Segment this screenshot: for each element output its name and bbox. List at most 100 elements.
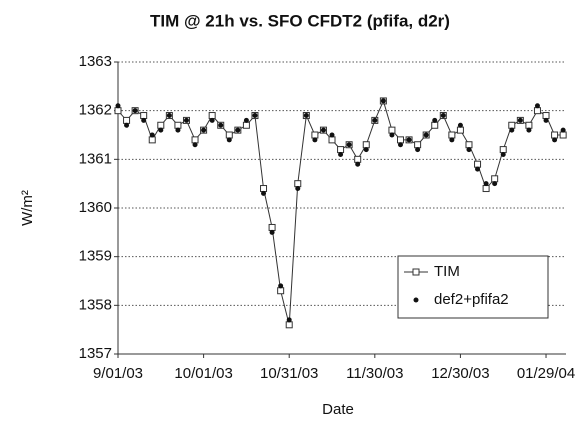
x-tick-label: 9/01/03 (93, 365, 143, 382)
point (243, 117, 249, 123)
point (201, 127, 207, 133)
point (415, 147, 421, 153)
legend-label: TIM (434, 263, 460, 280)
y-tick-label: 1363 (79, 53, 112, 70)
point (517, 117, 523, 123)
point (209, 117, 215, 123)
point (492, 181, 498, 187)
point (465, 141, 473, 149)
legend-marker (412, 268, 420, 276)
point (328, 136, 336, 144)
point (525, 121, 533, 129)
point (396, 136, 404, 144)
point (388, 126, 396, 134)
point (491, 175, 499, 183)
point (123, 116, 131, 124)
point (208, 112, 216, 120)
point (124, 122, 130, 128)
point (226, 137, 232, 143)
point (175, 127, 181, 133)
y-tick-label: 1362 (79, 102, 112, 119)
point (346, 142, 352, 148)
point (456, 126, 464, 134)
point (559, 131, 567, 139)
point (354, 155, 362, 163)
point (362, 141, 370, 149)
point (242, 121, 250, 129)
point (457, 122, 463, 128)
point (533, 107, 541, 115)
point (389, 132, 395, 138)
y-tick-label: 1361 (79, 150, 112, 167)
point (543, 117, 549, 123)
point (277, 287, 285, 295)
point (269, 229, 275, 235)
point (174, 121, 182, 129)
point (114, 107, 122, 115)
point (312, 137, 318, 143)
point (466, 147, 472, 153)
point (431, 121, 439, 129)
point (260, 185, 268, 193)
point (183, 117, 189, 123)
point (355, 161, 361, 167)
x-tick-label: 12/30/03 (431, 365, 489, 382)
point (278, 283, 284, 289)
point (552, 137, 558, 143)
point (526, 127, 532, 133)
point (440, 113, 446, 119)
point (474, 160, 482, 168)
x-tick-label: 10/31/03 (260, 365, 318, 382)
point (449, 137, 455, 143)
point (432, 117, 438, 123)
x-axis-label: Date (322, 401, 354, 418)
point (140, 112, 148, 120)
point (500, 151, 506, 157)
y-tick-label: 1359 (79, 248, 112, 265)
point (482, 185, 490, 193)
point (551, 131, 559, 139)
point (542, 112, 550, 120)
point (475, 166, 481, 172)
point (294, 180, 302, 188)
x-tick-label: 11/30/03 (346, 365, 403, 382)
point (295, 186, 301, 192)
point (509, 127, 515, 133)
point (499, 146, 507, 154)
point (560, 127, 566, 133)
point (320, 127, 326, 133)
point (252, 113, 258, 119)
legend-label: def2+pfifa2 (434, 291, 509, 308)
point (380, 98, 386, 104)
point (338, 151, 344, 157)
point (141, 117, 147, 123)
point (448, 131, 456, 139)
point (363, 147, 369, 153)
chart-title: TIM @ 21h vs. SFO CFDT2 (pfifa, d2r) (150, 11, 450, 30)
x-tick-label: 01/29/04 (517, 365, 575, 382)
y-tick-label: 1357 (79, 345, 112, 362)
point (132, 108, 138, 114)
y-axis-label: W/m² (19, 190, 36, 226)
point (423, 132, 429, 138)
y-tick-label: 1360 (79, 199, 112, 216)
point (115, 103, 121, 109)
y-tick-label: 1358 (79, 296, 112, 313)
point (225, 131, 233, 139)
point (148, 136, 156, 144)
legend-marker (413, 297, 419, 303)
point (166, 113, 172, 119)
point (218, 122, 224, 128)
point (397, 142, 403, 148)
point (414, 141, 422, 149)
point (406, 137, 412, 143)
point (268, 223, 276, 231)
point (311, 131, 319, 139)
point (508, 121, 516, 129)
point (158, 127, 164, 133)
point (483, 181, 489, 187)
x-tick-label: 10/01/03 (174, 365, 232, 382)
point (235, 127, 241, 133)
point (191, 136, 199, 144)
